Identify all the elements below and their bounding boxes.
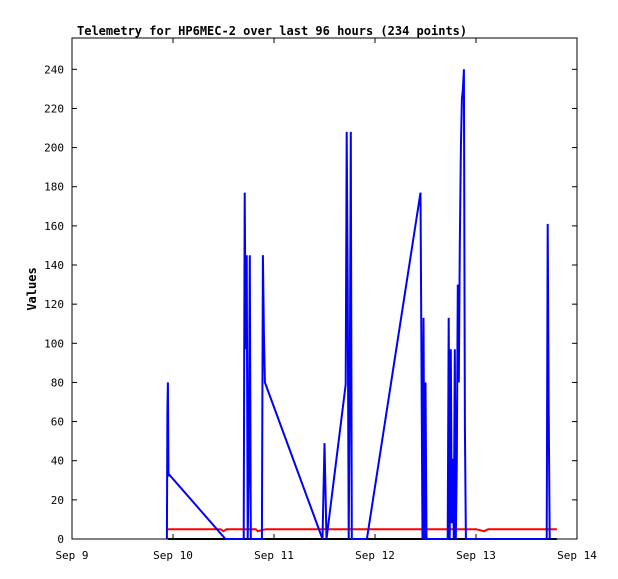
x-axis: Sep 9 Sep 10 Sep 11 Sep 12 Sep 13 Sep 14 [55,38,597,562]
y-tick-label: 100 [44,337,64,350]
x-tick-label: Sep 12 [355,549,395,562]
series-line-2 [165,69,551,540]
x-tick-label: Sep 13 [456,549,496,562]
y-tick-label: 80 [51,376,64,389]
y-tick-label: 0 [57,533,64,546]
x-tick-label: Sep 11 [254,549,294,562]
y-axis-title: Values [25,267,39,310]
y-tick-label: 20 [51,494,64,507]
x-tick-label: Sep 14 [557,549,597,562]
y-tick-label: 120 [44,298,64,311]
series-layer [165,69,557,540]
y-tick-label: 140 [44,259,64,272]
y-tick-label: 240 [44,63,64,76]
x-tick-label: Sep 10 [153,549,193,562]
y-axis: 0 20 40 60 80 100 120 140 160 180 200 220 240 [44,63,577,546]
y-tick-label: 200 [44,142,64,155]
y-tick-label: 40 [51,455,64,468]
y-tick-label: 160 [44,220,64,233]
x-tick-label: Sep 9 [55,549,88,562]
y-tick-label: 220 [44,102,64,115]
chart-title: Telemetry for HP6MEC-2 over last 96 hour… [77,24,467,38]
y-tick-label: 60 [51,416,64,429]
y-tick-label: 180 [44,181,64,194]
series-line-0 [167,528,557,533]
